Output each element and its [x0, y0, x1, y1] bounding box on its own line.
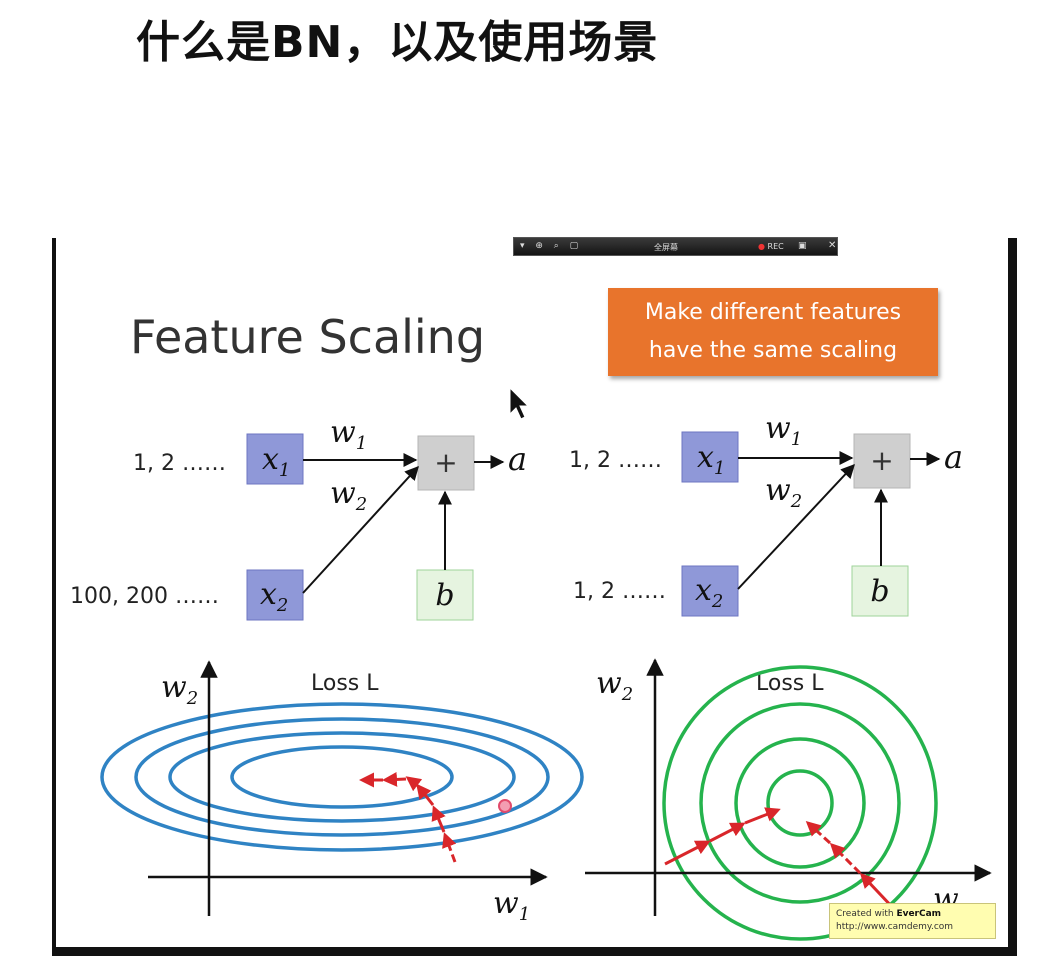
left-x1-label: x1	[262, 442, 290, 481]
left-contour-1	[100, 702, 584, 852]
left-sum-box	[417, 435, 475, 491]
watermark-line-2: http://www.camdemy.com	[836, 922, 954, 932]
callout-line-1: Make different features	[644, 300, 902, 325]
rec-button[interactable]: ● REC	[758, 242, 784, 251]
fullscreen-label[interactable]: 全屏幕	[654, 243, 678, 252]
right-x1-box	[681, 431, 739, 483]
evercam-watermark[interactable]: Created with EverCam http://www.camdemy.…	[829, 903, 996, 939]
left-x1-series: 1, 2 ……	[133, 451, 226, 476]
left-contour-3	[168, 731, 516, 823]
right-bias-label: b	[870, 574, 889, 609]
right-sum-label: +	[870, 444, 893, 477]
left-contour-2	[134, 717, 550, 837]
left-w2-edge	[302, 465, 419, 594]
right-y-axis-label: w2	[596, 666, 633, 705]
watermark-line-1: Created with EverCam	[836, 909, 942, 919]
rec-label: REC	[767, 242, 784, 251]
right-contour-3	[734, 737, 866, 869]
camera-icon[interactable]: ▣	[798, 241, 807, 251]
left-loss-label: Loss L	[311, 671, 379, 696]
right-output-label: a	[944, 438, 963, 476]
recording-toolbar[interactable]: ▾ ⊕ ⌕ ▢ 全屏幕 ● REC ▣ ✕	[513, 237, 838, 256]
left-bias-box	[416, 569, 474, 621]
pointer-highlight	[498, 799, 512, 813]
left-w2-label: w2	[330, 476, 367, 515]
right-gradient-path-1	[664, 807, 781, 866]
right-x1-series: 1, 2 ……	[569, 448, 662, 473]
toolbar-icons[interactable]: ▾ ⊕ ⌕ ▢	[520, 241, 583, 251]
right-network: 1, 2 …… 1, 2 …… x1 x2 + b w1 w2 a	[569, 411, 963, 617]
left-x1-box	[246, 433, 304, 485]
left-output-label: a	[508, 440, 527, 478]
right-contour-2	[699, 702, 901, 904]
right-loss-plot: Loss L w2 w	[585, 658, 992, 941]
close-button[interactable]: ✕	[828, 240, 837, 251]
left-x2-series: 100, 200 ……	[70, 584, 219, 609]
right-sum-box	[853, 433, 911, 489]
left-sum-label: +	[434, 446, 457, 479]
left-gradient-path	[359, 771, 457, 863]
right-bias-box	[851, 565, 909, 617]
left-contour-4	[230, 745, 454, 809]
slide-title: Feature Scaling	[130, 310, 486, 364]
callout-line-2: have the same scaling	[648, 338, 898, 363]
right-w2-edge	[737, 463, 855, 590]
left-x2-label: x2	[260, 577, 288, 616]
left-loss-plot: Loss L w2 w1	[100, 660, 584, 925]
right-loss-label: Loss L	[756, 671, 824, 696]
left-y-axis-label: w2	[161, 670, 198, 709]
right-x2-label: x2	[695, 573, 723, 612]
right-x1-label: x1	[697, 440, 725, 479]
left-x-axis-label: w1	[493, 886, 530, 925]
right-w2-label: w2	[765, 473, 802, 512]
right-w1-label: w1	[765, 411, 802, 450]
left-bias-label: b	[435, 578, 454, 613]
right-gradient-path-2	[805, 820, 897, 912]
left-network: 1, 2 …… 100, 200 …… x1 x2 + b w1 w2 a	[70, 415, 527, 621]
right-x2-box	[681, 565, 739, 617]
right-contour-4	[766, 769, 834, 837]
page-title: 什么是BN，以及使用场景	[136, 17, 659, 68]
right-x2-series: 1, 2 ……	[573, 579, 666, 604]
mouse-cursor-icon	[509, 386, 530, 420]
left-w1-label: w1	[330, 415, 367, 454]
callout-box: Make different features have the same sc…	[608, 288, 938, 376]
right-contour-1	[662, 665, 938, 941]
record-dot-icon: ●	[758, 242, 765, 251]
left-x2-box	[246, 569, 304, 621]
